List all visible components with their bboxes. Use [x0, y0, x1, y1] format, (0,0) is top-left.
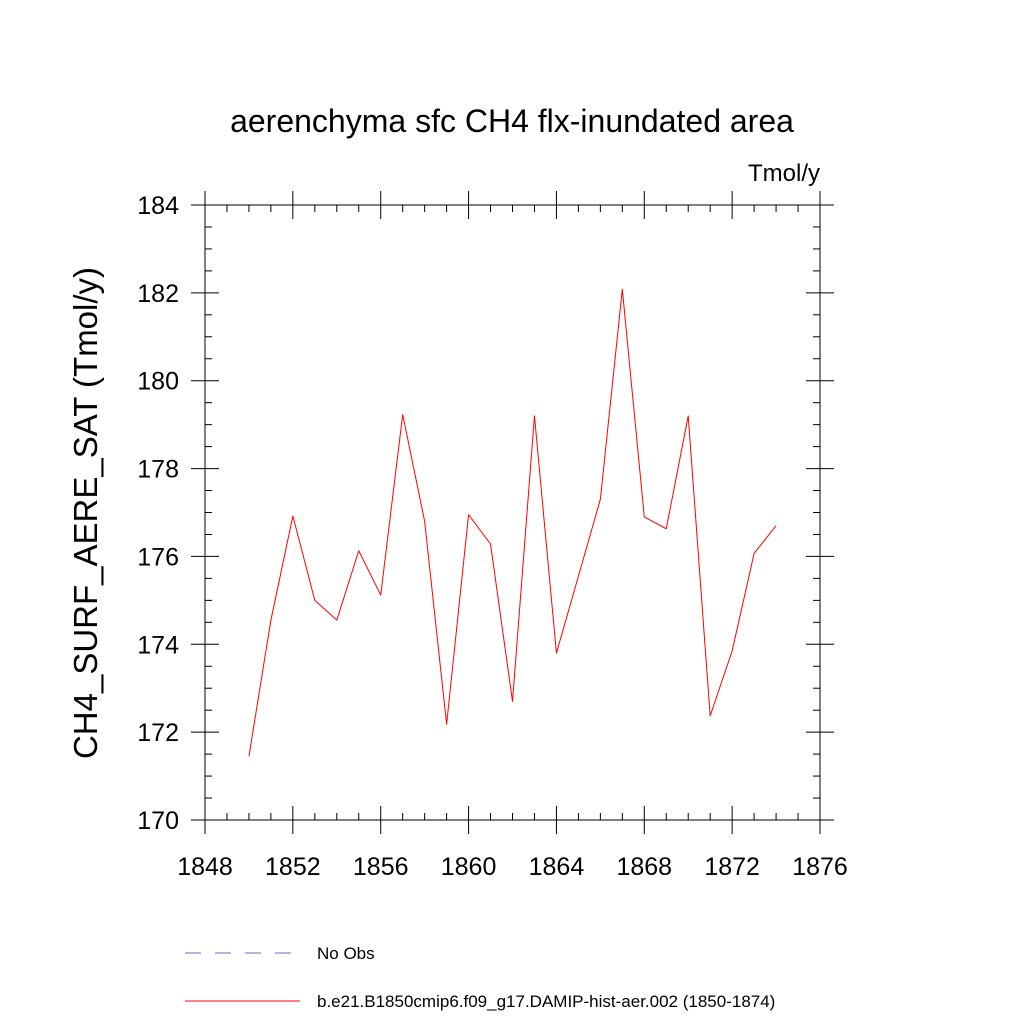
y-axis-label: CH4_SURF_AERE_SAT (Tmol/y) — [67, 267, 104, 759]
x-tick-label: 1852 — [265, 853, 321, 881]
series-line — [248, 288, 777, 757]
legend-label: b.e21.B1850cmip6.f09_g17.DAMIP-hist-aer.… — [317, 992, 775, 1011]
chart-title: aerenchyma sfc CH4 flx-inundated area — [230, 103, 794, 139]
legend-label: No Obs — [317, 944, 375, 963]
x-tick-label: 1856 — [353, 853, 409, 881]
x-tick-label: 1848 — [177, 853, 233, 881]
x-tick-label: 1864 — [529, 853, 585, 881]
y-tick-label: 174 — [137, 631, 179, 659]
x-tick-label: 1860 — [441, 853, 497, 881]
legend: No Obs b.e21.B1850cmip6.f09_g17.DAMIP-his… — [185, 944, 775, 1011]
y-tick-label: 178 — [137, 456, 179, 484]
units-label: Tmol/y — [748, 160, 820, 187]
x-tick-label: 1868 — [616, 853, 672, 881]
y-tick-label: 184 — [137, 192, 179, 220]
y-tick-label: 172 — [137, 719, 179, 747]
y-tick-label: 180 — [137, 368, 179, 396]
y-tick-label: 182 — [137, 280, 179, 308]
y-tick-label: 176 — [137, 543, 179, 571]
axis-ticks: 1848 1852 1856 1860 1864 1868 1872 1876 170 172 17… — [137, 191, 848, 881]
plot-lines — [248, 288, 777, 757]
y-tick-label: 170 — [137, 807, 179, 835]
x-tick-label: 1872 — [704, 853, 760, 881]
plot-frame — [204, 204, 821, 821]
x-tick-label: 1876 — [792, 853, 848, 881]
